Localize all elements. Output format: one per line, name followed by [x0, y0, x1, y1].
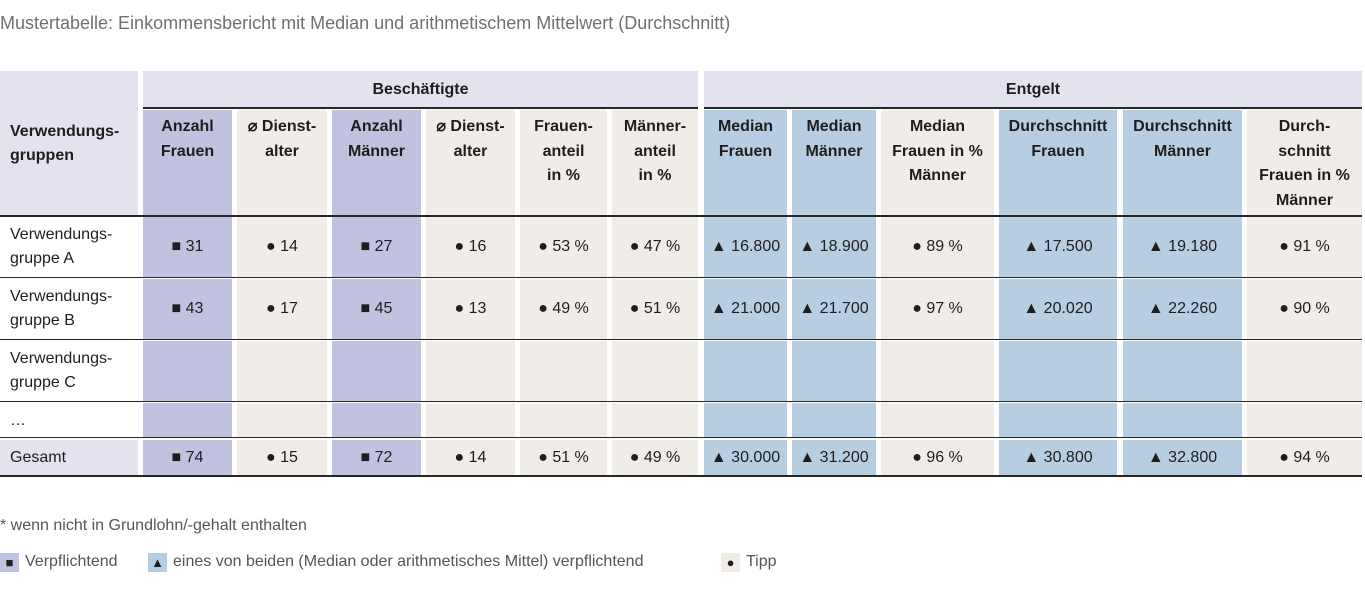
table-cell: ● 89 %	[881, 217, 994, 277]
footnote: * wenn nicht in Grundlohn/-gehalt enthal…	[0, 517, 307, 534]
column-header: Frauen- anteil in %	[520, 110, 607, 216]
table-cell	[332, 341, 421, 401]
table-cell: ● 14	[237, 217, 327, 277]
row-rule	[0, 401, 1362, 402]
column-header: Durch- schnitt Frauen in % Männer	[1247, 110, 1362, 216]
table-cell: ▲ 16.800	[704, 217, 787, 277]
row-rule	[0, 339, 1362, 340]
table-cell	[1123, 403, 1242, 438]
table-cell: ▲ 17.500	[999, 217, 1117, 277]
table-cell	[1247, 341, 1362, 401]
table-cell: ■ 45	[332, 279, 421, 339]
table-cell: ■ 27	[332, 217, 421, 277]
table-cell: ■ 72	[332, 440, 421, 476]
table-cell: ● 49 %	[520, 279, 607, 339]
table-cell	[520, 341, 607, 401]
table-cell	[999, 341, 1117, 401]
table-cell	[520, 403, 607, 438]
table-cell: ● 16	[426, 217, 515, 277]
table-cell	[143, 403, 232, 438]
legend-either-label: eines von beiden (Median oder arithmetis…	[173, 553, 644, 570]
table-cell: ▲ 18.900	[792, 217, 876, 277]
table-cell	[237, 403, 327, 438]
table-cell: ● 15	[237, 440, 327, 476]
row-rule	[0, 437, 1362, 438]
table-cell	[704, 403, 787, 438]
column-header: Durchschnitt Männer	[1123, 110, 1242, 216]
table-cell: ● 90 %	[1247, 279, 1362, 339]
row-c-label: Verwendungs- gruppe C	[0, 341, 138, 401]
table-cell: ● 51 %	[612, 279, 698, 339]
table-cell: ▲ 19.180	[1123, 217, 1242, 277]
table-cell	[612, 403, 698, 438]
table-cell: ▲ 20.020	[999, 279, 1117, 339]
table-cell: ▲ 21.000	[704, 279, 787, 339]
table-cell: ● 97 %	[881, 279, 994, 339]
header-rule	[0, 215, 1362, 217]
column-header: Median Frauen	[704, 110, 787, 216]
table-cell	[1123, 341, 1242, 401]
table-cell	[881, 403, 994, 438]
table-cell	[792, 403, 876, 438]
table-cell: ▲ 32.800	[1123, 440, 1242, 476]
column-header: Median Männer	[792, 110, 876, 216]
table-cell	[332, 403, 421, 438]
row-b-label: Verwendungs- gruppe B	[0, 279, 138, 339]
table-cell: ● 14	[426, 440, 515, 476]
table-cell	[143, 341, 232, 401]
table-cell	[426, 341, 515, 401]
table-cell: ● 51 %	[520, 440, 607, 476]
table-cell: ● 91 %	[1247, 217, 1362, 277]
column-header: ⌀ Dienst- alter	[426, 110, 515, 216]
row-header: Verwendungs- gruppen	[0, 71, 138, 216]
column-header: Median Frauen in % Männer	[881, 110, 994, 216]
table-cell: ▲ 22.260	[1123, 279, 1242, 339]
column-header: Anzahl Männer	[332, 110, 421, 216]
group-rule-pay	[704, 107, 1362, 109]
group-rule-employees	[143, 107, 698, 109]
table-cell: ▲ 30.800	[999, 440, 1117, 476]
table-cell	[1247, 403, 1362, 438]
table-cell	[999, 403, 1117, 438]
table-cell	[237, 341, 327, 401]
table-cell	[704, 341, 787, 401]
table-cell: ■ 74	[143, 440, 232, 476]
table-cell	[426, 403, 515, 438]
table-cell: ▲ 30.000	[704, 440, 787, 476]
column-header: ⌀ Dienst- alter	[237, 110, 327, 216]
table-cell: ● 17	[237, 279, 327, 339]
table-cell: ● 49 %	[612, 440, 698, 476]
table-cell: ● 94 %	[1247, 440, 1362, 476]
table-cell: ■ 43	[143, 279, 232, 339]
group-header-employees: Beschäftigte	[143, 71, 698, 108]
table-cell	[612, 341, 698, 401]
table-cell: ■ 31	[143, 217, 232, 277]
legend-mandatory-swatch: ■	[0, 553, 19, 572]
row-total-label: Gesamt	[0, 440, 138, 476]
column-header: Männer- anteil in %	[612, 110, 698, 216]
legend-mandatory-label: Verpflichtend	[25, 553, 118, 570]
table-cell: ● 96 %	[881, 440, 994, 476]
column-header: Anzahl Frauen	[143, 110, 232, 216]
table-cell: ● 47 %	[612, 217, 698, 277]
table-cell: ● 13	[426, 279, 515, 339]
table-cell: ▲ 21.700	[792, 279, 876, 339]
table-cell	[881, 341, 994, 401]
bottom-rule	[0, 475, 1362, 477]
legend-either-swatch: ▲	[148, 553, 167, 572]
table-cell	[792, 341, 876, 401]
table-cell: ● 53 %	[520, 217, 607, 277]
row-rule	[0, 277, 1362, 278]
table-cell: ▲ 31.200	[792, 440, 876, 476]
page-title: Mustertabelle: Einkommensbericht mit Med…	[0, 13, 731, 33]
column-header: Durchschnitt Frauen	[999, 110, 1117, 216]
group-header-pay: Entgelt	[704, 71, 1362, 108]
legend-tip-swatch: ●	[721, 553, 740, 572]
row-a-label: Verwendungs- gruppe A	[0, 217, 138, 277]
legend-tip-label: Tipp	[746, 553, 777, 570]
row-ellipsis-label: …	[0, 403, 138, 438]
